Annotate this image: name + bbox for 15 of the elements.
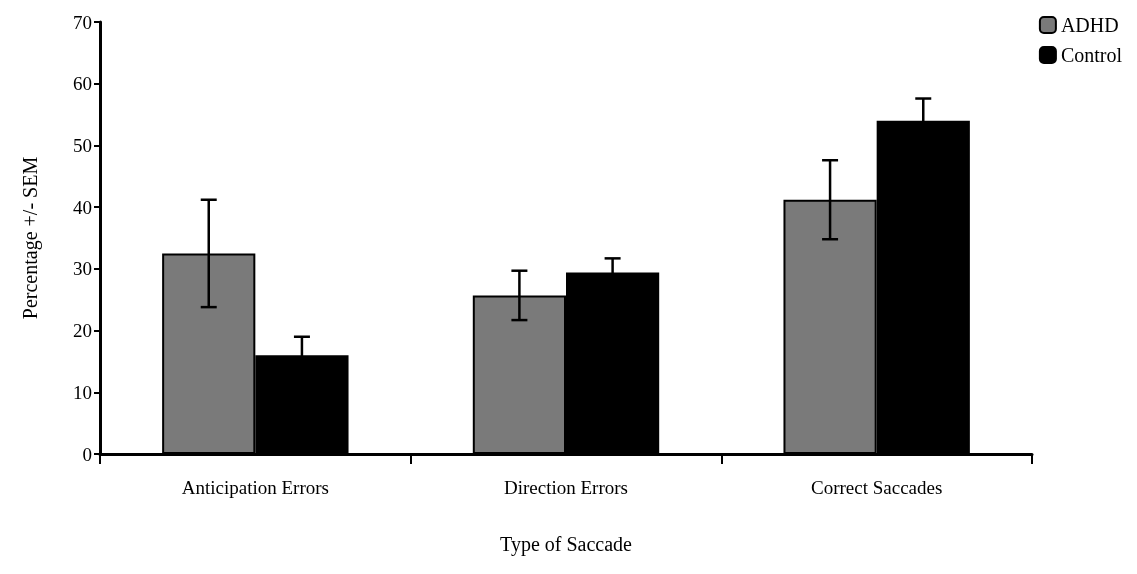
y-tick-label: 10	[73, 381, 92, 403]
x-tick-label: Direction Errors	[504, 477, 628, 498]
legend-label: ADHD	[1060, 14, 1119, 36]
x-axis-title: Type of Saccade	[500, 533, 633, 556]
y-tick-label: 0	[82, 443, 92, 465]
x-tick-label: Anticipation Errors	[181, 477, 329, 498]
y-tick-label: 50	[73, 134, 92, 156]
y-tick-label: 30	[73, 258, 92, 280]
y-tick-label: 40	[73, 196, 92, 218]
y-axis-title: Percentage +/- SEM	[19, 156, 42, 320]
y-tick-label: 20	[73, 320, 92, 342]
x-tick-label: Correct Saccades	[810, 477, 943, 498]
y-tick-label: 70	[73, 11, 92, 33]
y-tick-label: 60	[73, 73, 92, 95]
legend-label: Control	[1060, 44, 1123, 66]
